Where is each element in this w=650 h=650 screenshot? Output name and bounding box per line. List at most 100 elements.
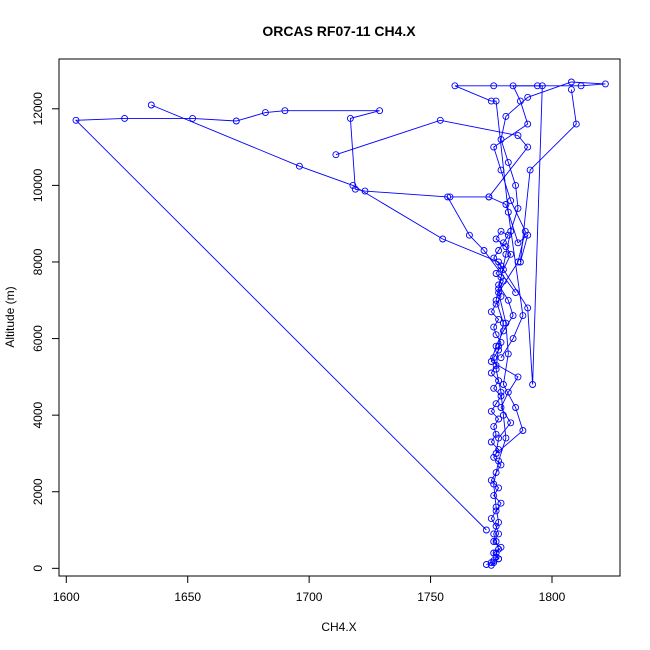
data-point [482,526,490,534]
y-tick-label: 0 [31,565,45,572]
data-point [512,404,520,411]
data-point [490,323,498,331]
data-point [502,250,510,258]
data-point [487,407,495,415]
data-point [502,434,510,442]
data-point [507,250,515,258]
data-point [524,143,532,151]
chart-title: ORCAS RF07-11 CH4.X [262,23,416,39]
data-point [497,227,505,235]
data-point [490,538,498,545]
series-layer [72,78,609,569]
data-point [495,484,503,492]
data-point [502,201,510,208]
y-tick-label: 2000 [31,478,45,505]
data-point [516,258,524,266]
data-point [499,411,507,419]
data-point [281,107,289,115]
data-point [502,319,510,327]
data-point [465,231,473,239]
data-point [526,166,534,174]
data-point [492,361,500,369]
data-point [495,377,503,385]
data-point [497,262,505,270]
plot-frame [58,58,621,577]
data-point [495,247,503,254]
series-2-line [74,110,516,531]
data-point [499,327,507,335]
data-point [499,381,507,388]
data-point [502,243,510,251]
data-point [504,158,512,166]
data-point [121,114,129,122]
data-point [497,388,505,396]
data-point [492,365,500,373]
data-point [492,507,500,515]
data-point [577,82,585,90]
data-point [482,561,490,568]
data-point [480,247,488,254]
data-point [514,373,522,381]
data-point [499,266,507,274]
data-point [487,308,495,316]
y-tick-label: 6000 [31,325,45,352]
data-point [495,281,503,289]
data-point [490,530,498,538]
y-tick-label: 12000 [31,92,45,126]
series-4-line [335,89,577,263]
data-point [487,476,495,484]
data-point [495,434,503,442]
data-point [495,258,503,266]
data-point [492,469,500,477]
data-point [567,86,575,94]
data-point [507,197,515,205]
data-point [451,82,459,90]
data-point [295,162,303,170]
data-point [514,204,522,212]
data-point [490,254,498,262]
data-point [490,423,498,431]
data-point [524,120,532,128]
data-point [495,415,503,423]
data-point [490,492,498,500]
data-point [485,193,493,201]
x-tick-label: 1700 [296,590,323,604]
data-point [490,453,498,461]
data-point [497,354,505,362]
data-point [495,285,503,293]
data-point [495,555,503,563]
data-point [490,354,498,362]
y-tick-label: 4000 [31,401,45,428]
data-point [376,107,384,115]
data-point [507,419,515,427]
data-point [495,289,503,297]
data-point [147,101,155,109]
data-point [492,538,500,545]
data-point [601,80,609,88]
data-point [490,480,498,488]
data-point [516,97,524,105]
data-point [72,116,80,124]
data-point [492,342,500,350]
series-1-line [486,81,606,566]
data-point [492,331,500,339]
data-point [524,304,532,312]
data-point [232,117,240,125]
data-point [497,392,505,400]
data-point [504,350,512,358]
x-tick-label: 1750 [417,590,444,604]
data-point [504,208,512,216]
x-tick-label: 1650 [174,590,201,604]
data-point [490,384,498,392]
data-point [349,181,357,189]
data-point [487,369,495,377]
y-tick-label: 8000 [31,248,45,275]
x-axis-label: CH4.X [321,620,356,634]
data-point [497,292,505,300]
data-point [490,143,498,151]
data-point [495,315,503,323]
data-point [499,319,507,327]
data-point [490,82,498,90]
data-point [492,296,500,304]
data-point [495,530,503,538]
